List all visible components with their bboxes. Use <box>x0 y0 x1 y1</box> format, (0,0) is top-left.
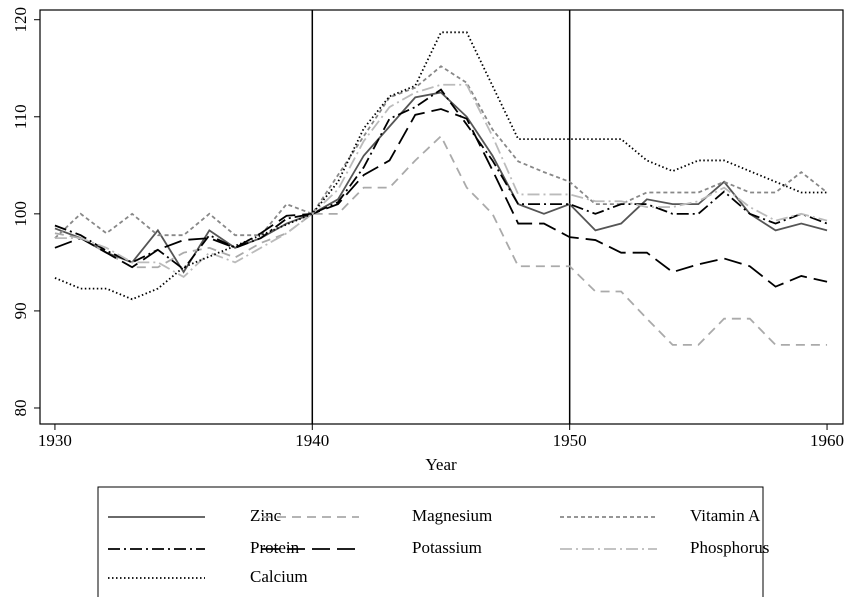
y-tick-label: 80 <box>11 399 30 416</box>
y-tick-label: 90 <box>11 302 30 319</box>
x-tick-label: 1940 <box>295 431 329 450</box>
legend-label: Protein <box>250 538 300 557</box>
legend-label: Zinc <box>250 506 282 525</box>
series-line <box>54 65 828 239</box>
x-axis-label: Year <box>425 455 457 474</box>
x-tick-label: 1960 <box>810 431 844 450</box>
series-line <box>54 83 828 279</box>
y-tick-label: 100 <box>11 201 30 227</box>
legend-label: Phosphorus <box>690 538 769 557</box>
legend-label: Potassium <box>412 538 482 557</box>
x-tick-label: 1930 <box>38 431 72 450</box>
y-tick-label: 110 <box>11 104 30 129</box>
series-line <box>54 108 828 288</box>
x-tick-label: 1950 <box>553 431 587 450</box>
legend-label: Magnesium <box>412 506 492 525</box>
series-line <box>54 134 828 346</box>
series-line <box>54 88 828 271</box>
legend-label: Calcium <box>250 567 308 586</box>
series-line <box>54 91 828 274</box>
y-tick-label: 120 <box>11 7 30 33</box>
legend-label: Vitamin A <box>690 506 761 525</box>
legend-box <box>97 486 764 597</box>
plot-frame <box>39 9 844 425</box>
